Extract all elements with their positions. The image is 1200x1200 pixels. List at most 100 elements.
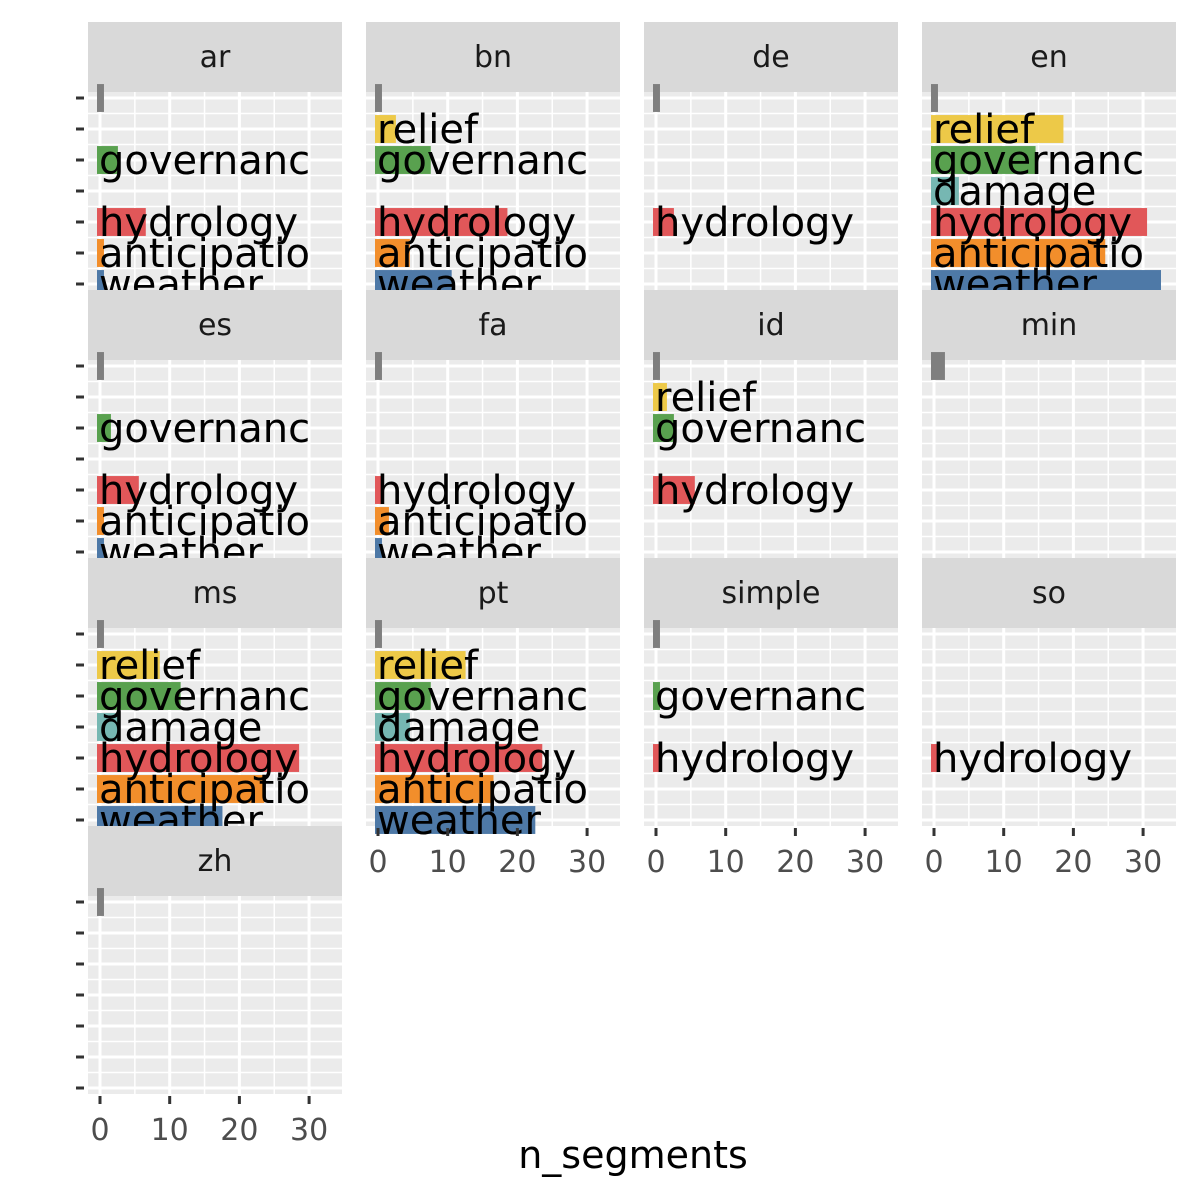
facet-strip: [88, 290, 342, 360]
x-tick-label: 0: [368, 845, 387, 880]
facet-panel-bn: bnreliefgovernanchydrologyanticipatiowea…: [366, 22, 620, 308]
bar-relief: [375, 115, 396, 143]
facet-strip-label: pt: [478, 576, 509, 611]
bar-label-hydrology: hydrology: [377, 736, 576, 782]
x-tick-label: 20: [1054, 845, 1092, 880]
bar-na: [653, 352, 660, 380]
bar-hydrology: [97, 744, 300, 772]
bar-label-hydrology: hydrology: [377, 200, 576, 246]
bar-governanc: [653, 414, 674, 442]
bar-hydrology: [931, 208, 1148, 236]
facet-strip: [366, 558, 620, 628]
bar-governanc: [97, 146, 118, 174]
facet-panel-pt: pt reliefgovernancdamagehydrologyanticipa…: [366, 558, 620, 880]
x-tick-label: 20: [498, 845, 536, 880]
bar-weather: [97, 270, 104, 298]
bar-hydrology: [931, 744, 938, 772]
bar-label-relief: relief: [933, 107, 1035, 153]
bar-damage: [931, 177, 959, 205]
bar-label-anticipatio: anticipatio: [99, 767, 310, 813]
bar-label-relief: relief: [377, 643, 479, 689]
bar-na: [653, 84, 660, 112]
bar-na: [375, 620, 382, 648]
bar-hydrology: [375, 208, 508, 236]
bar-na: [97, 84, 104, 112]
bar-label-governanc: governanc: [377, 138, 588, 184]
bar-na: [931, 352, 945, 380]
facet-strip: [922, 290, 1176, 360]
x-tick-label: 10: [707, 845, 745, 880]
bar-na: [375, 352, 382, 380]
facet-strip: [644, 290, 898, 360]
bar-relief: [97, 651, 160, 679]
bar-label-anticipatio: anticipatio: [933, 231, 1144, 277]
bar-anticipatio: [97, 239, 104, 267]
x-tick-label: 30: [290, 1113, 328, 1148]
x-tick-label: 30: [568, 845, 606, 880]
bar-label-anticipatio: anticipatio: [99, 231, 310, 277]
bar-relief: [375, 651, 466, 679]
facet-strip-label: min: [1021, 308, 1078, 343]
bar-governanc: [375, 682, 431, 710]
facet-strip-label: fa: [479, 308, 508, 343]
bar-label-governanc: governanc: [655, 674, 866, 720]
bar-governanc: [931, 146, 1036, 174]
bar-anticipatio: [375, 507, 389, 535]
bar-hydrology: [97, 208, 146, 236]
panels-layer: argovernanchydrologyanticipatioweatherbn…: [76, 22, 1176, 1148]
x-tick-label: 30: [1124, 845, 1162, 880]
bar-label-hydrology: hydrology: [933, 736, 1132, 782]
bar-label-hydrology: hydrology: [99, 736, 298, 782]
bar-label-damage: damage: [377, 705, 540, 751]
bar-label-hydrology: hydrology: [377, 468, 576, 514]
facet-panel-de: de hydrology: [644, 22, 898, 290]
bar-governanc: [97, 682, 181, 710]
bar-anticipatio: [375, 775, 494, 803]
facet-panel-en: en reliefgovernancdamagehydrologyanticipa…: [922, 22, 1176, 308]
bar-hydrology: [375, 744, 543, 772]
bar-hydrology: [653, 476, 695, 504]
bar-na: [97, 620, 104, 648]
bar-governanc: [653, 682, 660, 710]
bar-label-relief: relief: [99, 643, 201, 689]
facet-strip-label: en: [1030, 40, 1067, 75]
bar-anticipatio: [375, 239, 410, 267]
facet-strip: [88, 558, 342, 628]
facet-strip-label: de: [752, 40, 790, 75]
facet-strip-label: bn: [474, 40, 512, 75]
x-tick-label: 0: [924, 845, 943, 880]
facet-strip: [644, 22, 898, 92]
facet-panel-min: min: [922, 290, 1176, 558]
bar-label-anticipatio: anticipatio: [377, 499, 588, 545]
bar-na: [97, 352, 104, 380]
facet-strip-label: so: [1032, 576, 1066, 611]
x-tick-label: 30: [846, 845, 884, 880]
bar-label-governanc: governanc: [99, 138, 310, 184]
bar-label-governanc: governanc: [933, 138, 1144, 184]
bar-na: [375, 84, 382, 112]
bar-label-hydrology: hydrology: [99, 468, 298, 514]
bar-label-hydrology: hydrology: [99, 200, 298, 246]
bar-na: [97, 888, 104, 916]
facet-strip: [644, 558, 898, 628]
bar-label-relief: relief: [655, 375, 757, 421]
x-tick-label: 0: [90, 1113, 109, 1148]
x-axis-title: n_segments: [518, 1133, 748, 1177]
facet-strip-label: zh: [198, 844, 233, 879]
bar-anticipatio: [97, 775, 265, 803]
bar-label-anticipatio: anticipatio: [377, 767, 588, 813]
bar-label-governanc: governanc: [99, 674, 310, 720]
bar-weather: [375, 538, 382, 566]
bar-label-hydrology: hydrology: [655, 736, 854, 782]
bar-label-governanc: governanc: [655, 406, 866, 452]
bar-weather: [375, 806, 536, 834]
bar-anticipatio: [931, 239, 1106, 267]
facet-panel-so: so hydrology 0 10 20 30: [922, 558, 1176, 880]
facet-strip-label: simple: [721, 576, 820, 611]
facet-strip-label: id: [757, 308, 784, 343]
facet-panel-zh: zh 0 10 20 30: [76, 826, 342, 1148]
